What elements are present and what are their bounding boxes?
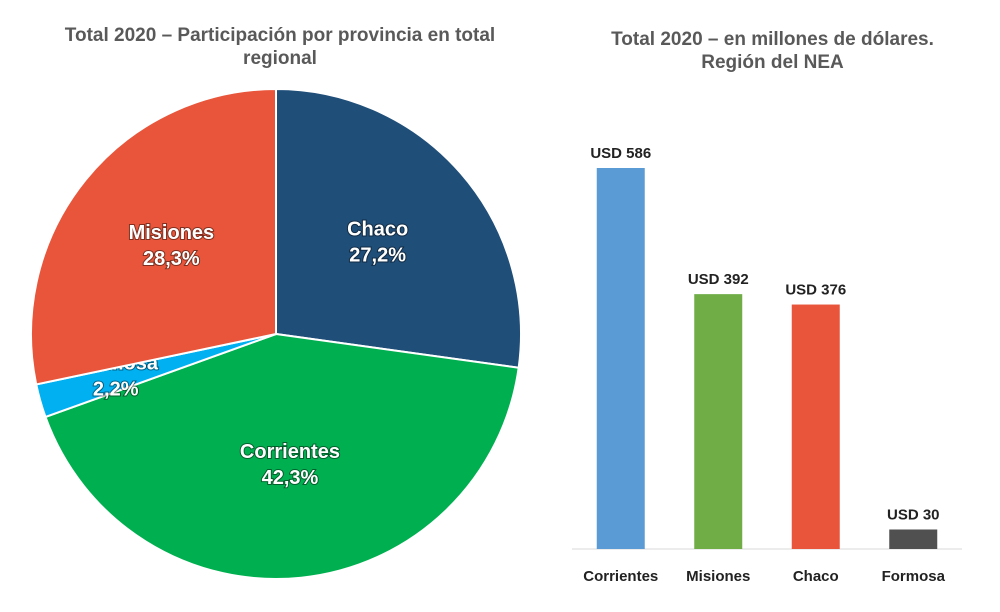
bar <box>596 168 645 549</box>
bar-title: Total 2020 – en millones de dólares. Reg… <box>611 29 934 73</box>
slice-name: Corrientes <box>240 441 340 463</box>
pie-slice <box>30 87 277 386</box>
bar-value-label: USD 586 <box>590 145 651 162</box>
pie-title: Total 2020 – Participación por provincia… <box>64 25 496 69</box>
pie-slice <box>275 87 522 369</box>
slice-name: Misiones <box>129 222 215 244</box>
x-tick-label: Misiones <box>686 568 750 585</box>
bar <box>694 294 743 549</box>
slice-value: 42,3% <box>262 467 319 489</box>
bar-value-label: USD 30 <box>887 506 940 523</box>
pie-slice <box>44 332 520 580</box>
bar <box>791 304 840 549</box>
slice-value: 28,3% <box>143 248 200 270</box>
x-tick-label: Formosa <box>882 568 946 585</box>
x-tick-label: Corrientes <box>583 568 658 585</box>
bar <box>889 529 938 549</box>
slice-value: 27,2% <box>349 245 406 267</box>
x-tick-label: Chaco <box>793 568 839 585</box>
bar-value-label: USD 392 <box>688 271 749 288</box>
slice-value: 2,2% <box>93 378 139 400</box>
slice-name: Chaco <box>347 219 408 241</box>
bar-value-label: USD 376 <box>785 282 846 299</box>
